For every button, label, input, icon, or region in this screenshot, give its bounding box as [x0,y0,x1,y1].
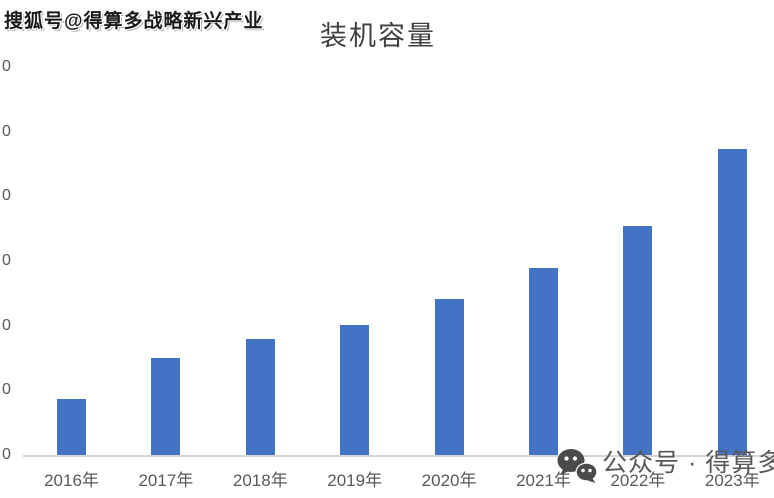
wechat-icon [557,449,598,483]
x-tick-label-2019: 2019年 [327,471,383,490]
y-tick-label: 0 [2,446,11,463]
bar-2022 [623,226,653,455]
y-tick-label: 0 [2,316,11,334]
bar-2016 [57,399,86,455]
watermark-top-left: 搜狐号@得算多战略新兴产业 [4,11,264,32]
x-tick-label-2018: 2018年 [232,471,288,490]
bar-2021 [529,268,558,455]
y-tick-label: 0 [2,122,11,140]
watermark-bottom-right-text: 公众号 · 得算多 [602,449,774,477]
y-tick-label: 0 [2,187,11,205]
x-tick-label-2016: 2016年 [44,471,99,490]
bar-2019 [340,325,370,455]
bar-2023 [717,149,747,455]
y-tick-label: 0 [2,381,11,399]
watermark-bottom-right: 公众号 · 得算多 [556,448,774,484]
bar-2018 [245,339,275,455]
bar-2017 [151,358,181,455]
x-tick-label-2022: 2022年 [610,471,666,490]
y-tick-label: 0 [2,252,11,269]
x-tick-label-2017: 2017年 [138,471,194,490]
x-tick-label-2020: 2020年 [421,471,477,490]
bar-2020 [434,299,464,455]
x-tick-label-2023: 2023年 [704,471,760,490]
x-tick-label-2021: 2021年 [516,471,571,490]
y-tick-label: 0 [2,58,11,75]
chart-title: 装机容量 [320,21,436,52]
x-axis-line [23,455,770,457]
